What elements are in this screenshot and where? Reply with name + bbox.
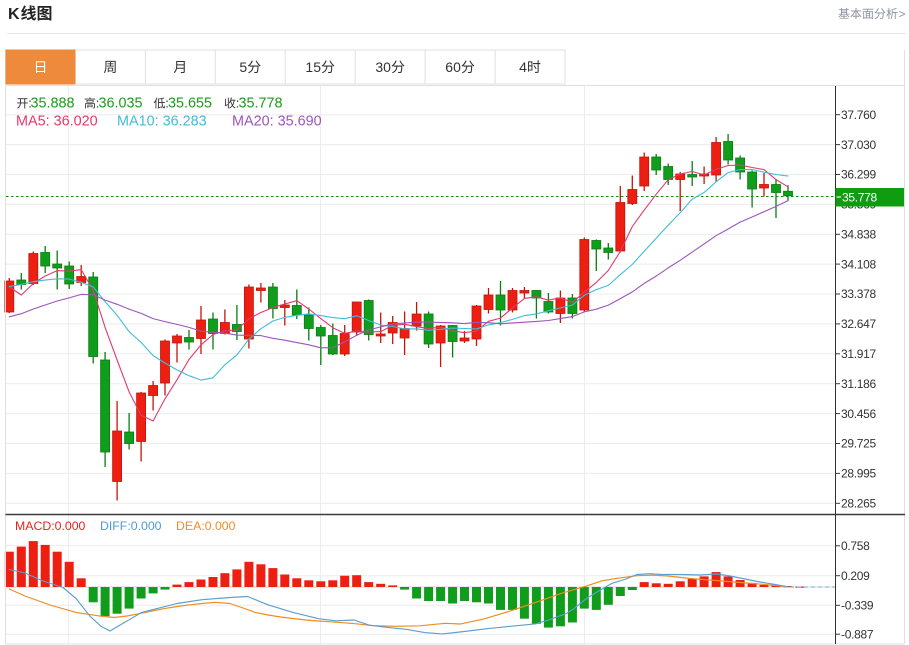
svg-text:K: K: [8, 6, 20, 23]
svg-text::: :: [165, 96, 169, 111]
svg-text:31.917: 31.917: [841, 347, 877, 361]
svg-text:35.778: 35.778: [842, 191, 878, 205]
svg-text:35.778: 35.778: [239, 96, 283, 112]
svg-text:30: 30: [375, 59, 391, 75]
svg-text::: :: [236, 96, 240, 111]
svg-text:37.030: 37.030: [841, 138, 877, 152]
svg-text:33.378: 33.378: [841, 287, 877, 301]
svg-text:15: 15: [305, 59, 321, 75]
svg-text:34.838: 34.838: [841, 228, 877, 242]
svg-text:28.995: 28.995: [841, 467, 877, 481]
svg-text:-0.339: -0.339: [841, 599, 874, 613]
svg-text:29.725: 29.725: [841, 437, 877, 451]
svg-text:MA20: 35.690: MA20: 35.690: [232, 114, 322, 130]
svg-text::: :: [96, 96, 100, 111]
svg-text:37.760: 37.760: [841, 108, 877, 122]
svg-text:5: 5: [239, 59, 247, 75]
svg-text:60: 60: [445, 59, 461, 75]
svg-text:>: >: [899, 7, 906, 21]
svg-text:4: 4: [519, 59, 527, 75]
svg-text:36.299: 36.299: [841, 168, 877, 182]
svg-text:32.647: 32.647: [841, 317, 877, 331]
svg-text:28.265: 28.265: [841, 497, 877, 511]
svg-text:34.108: 34.108: [841, 257, 877, 271]
svg-text::: :: [28, 96, 32, 111]
svg-text:MA5: 36.020: MA5: 36.020: [16, 114, 98, 130]
svg-text:-0.887: -0.887: [841, 627, 874, 641]
svg-text:35.655: 35.655: [168, 96, 212, 112]
svg-text:35.888: 35.888: [31, 96, 75, 112]
svg-text:0.758: 0.758: [841, 539, 870, 553]
svg-text:36.035: 36.035: [99, 96, 143, 112]
svg-text:0.209: 0.209: [841, 569, 870, 583]
svg-text:DIFF:0.000: DIFF:0.000: [100, 519, 162, 533]
svg-text:MA10: 36.283: MA10: 36.283: [117, 114, 207, 130]
svg-text:MACD:0.000: MACD:0.000: [15, 519, 86, 533]
svg-text:30.456: 30.456: [841, 407, 877, 421]
svg-text:31.186: 31.186: [841, 377, 877, 391]
svg-text:DEA:0.000: DEA:0.000: [176, 519, 236, 533]
